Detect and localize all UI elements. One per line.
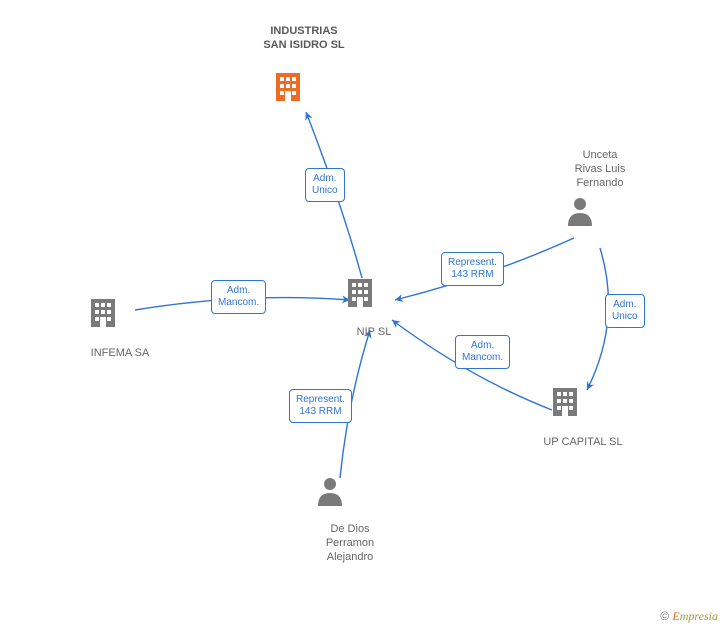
- brand-rest: mpresia: [680, 609, 718, 623]
- edge-label-upcapital-nip: Adm. Mancom.: [455, 335, 510, 369]
- edge-label-nip-industrias: Adm. Unico: [305, 168, 345, 202]
- edge-label-unceta-upcapital: Adm. Unico: [605, 294, 645, 328]
- node-label-unceta: Unceta Rivas Luis Fernando: [555, 149, 645, 190]
- node-label-industrias: INDUSTRIAS SAN ISIDRO SL: [244, 25, 364, 53]
- edge-label-infema-nip: Adm. Mancom.: [211, 280, 266, 314]
- node-label-upcapital: UP CAPITAL SL: [533, 436, 633, 450]
- copyright-symbol: ©: [660, 609, 669, 623]
- node-label-nip: NIP SL: [344, 326, 404, 340]
- node-label-infema: INFEMA SA: [80, 347, 160, 361]
- node-label-dedios: De Dios Perramon Alejandro: [305, 523, 395, 564]
- footer-attribution: © Empresia: [660, 609, 718, 624]
- brand-initial: E: [672, 609, 679, 623]
- edge-label-dedios-nip: Represent. 143 RRM: [289, 389, 352, 423]
- edge-label-unceta-nip: Represent. 143 RRM: [441, 252, 504, 286]
